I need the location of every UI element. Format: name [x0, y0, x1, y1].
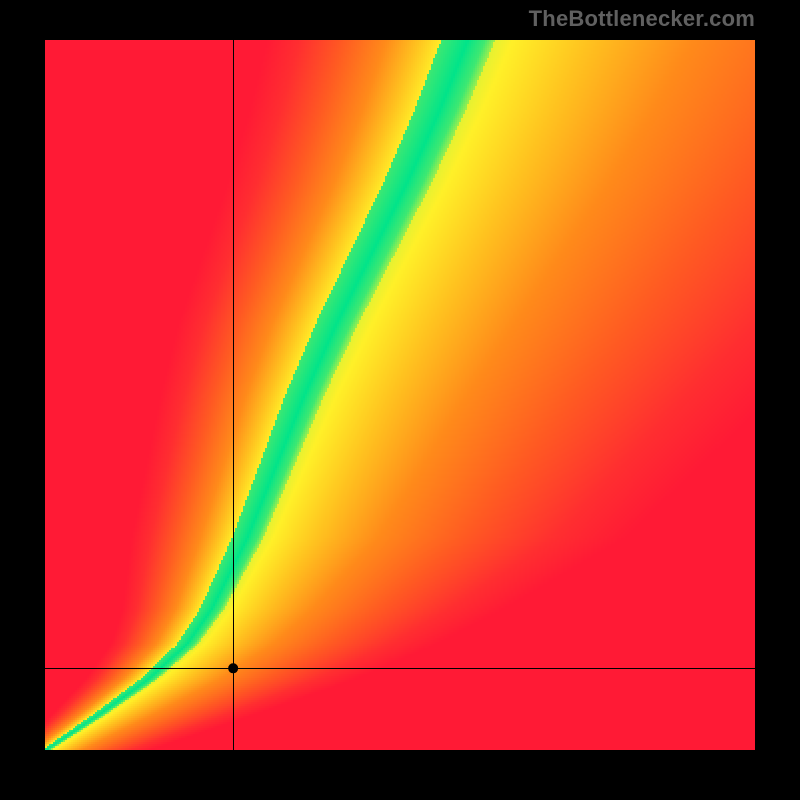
heatmap-canvas [45, 40, 755, 750]
watermark-text: TheBottlenecker.com [529, 6, 755, 32]
chart-container: TheBottlenecker.com [0, 0, 800, 800]
